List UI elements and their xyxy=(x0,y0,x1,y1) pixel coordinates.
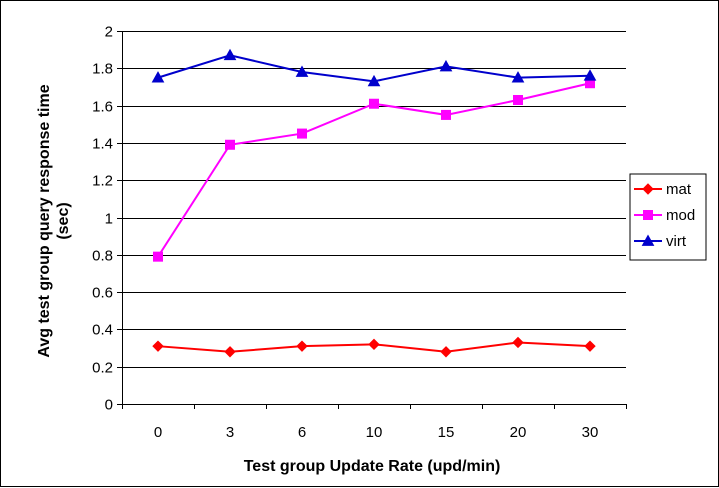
legend-label-mat: mat xyxy=(666,181,692,198)
data-point-mat xyxy=(224,346,236,358)
series-line-mod xyxy=(157,82,591,258)
data-point-mat xyxy=(296,340,308,352)
data-point-mod xyxy=(369,98,379,109)
data-point-mat xyxy=(584,340,596,352)
x-tick-label: 30 xyxy=(582,424,599,441)
y-tick-label: 0.4 xyxy=(92,322,113,339)
legend-label-virt: virt xyxy=(666,233,687,250)
data-point-virt xyxy=(151,71,165,83)
y-tick-label: 0.8 xyxy=(92,248,113,265)
data-point-mod xyxy=(513,95,523,106)
data-point-mat xyxy=(368,338,380,351)
x-tick-labels: 0 3 6 10 15 20 30 xyxy=(154,424,599,441)
y-tick-label: 1.4 xyxy=(92,136,113,153)
legend-label-mod: mod xyxy=(666,207,695,224)
series-markers xyxy=(151,48,597,358)
data-point-mat xyxy=(512,336,524,349)
data-point-virt xyxy=(295,65,309,77)
data-point-virt xyxy=(223,48,237,61)
y-tick-label: 0.6 xyxy=(92,285,113,302)
x-tick-label: 20 xyxy=(510,424,527,441)
data-point-virt xyxy=(367,74,381,87)
legend: mat mod virt xyxy=(629,173,707,261)
y-tick-label: 1.6 xyxy=(92,99,113,116)
data-point-virt xyxy=(511,71,525,83)
y-axis-title-line2: (sec) xyxy=(55,202,72,239)
x-axis-title: Test group Update Rate (upd/min) xyxy=(244,458,501,475)
data-point-virt xyxy=(439,59,453,72)
legend-marker-mat xyxy=(642,183,654,195)
legend-marker-virt xyxy=(641,234,655,246)
y-tick-label: 0.2 xyxy=(92,360,113,377)
y-axis-title-line1: Avg test group query response time xyxy=(36,84,53,357)
x-tick-label: 3 xyxy=(226,424,234,441)
data-point-mat xyxy=(440,346,452,358)
data-point-mod xyxy=(441,109,451,120)
data-point-mat xyxy=(152,340,164,352)
y-axis-title-group: Avg test group query response time (sec) xyxy=(36,84,72,357)
data-point-virt xyxy=(583,69,597,81)
x-tick-label: 10 xyxy=(366,424,383,441)
legend-marker-mod xyxy=(643,210,653,220)
y-tick-labels: 0 0.2 0.4 0.6 0.8 1 1.2 1.4 1.6 1.8 2 xyxy=(92,24,113,414)
data-point-mod xyxy=(297,128,307,139)
axes xyxy=(117,31,627,409)
x-tick-label: 0 xyxy=(154,424,162,441)
y-tick-label: 1.2 xyxy=(92,173,113,190)
y-tick-label: 2 xyxy=(105,24,113,41)
y-tick-label: 1 xyxy=(105,211,113,228)
y-tick-label: 1.8 xyxy=(92,61,113,78)
y-tick-label: 0 xyxy=(105,397,113,414)
data-point-mod xyxy=(153,251,163,262)
data-point-mod xyxy=(225,139,235,150)
x-tick-label: 15 xyxy=(438,424,455,441)
x-tick-label: 6 xyxy=(298,424,306,441)
